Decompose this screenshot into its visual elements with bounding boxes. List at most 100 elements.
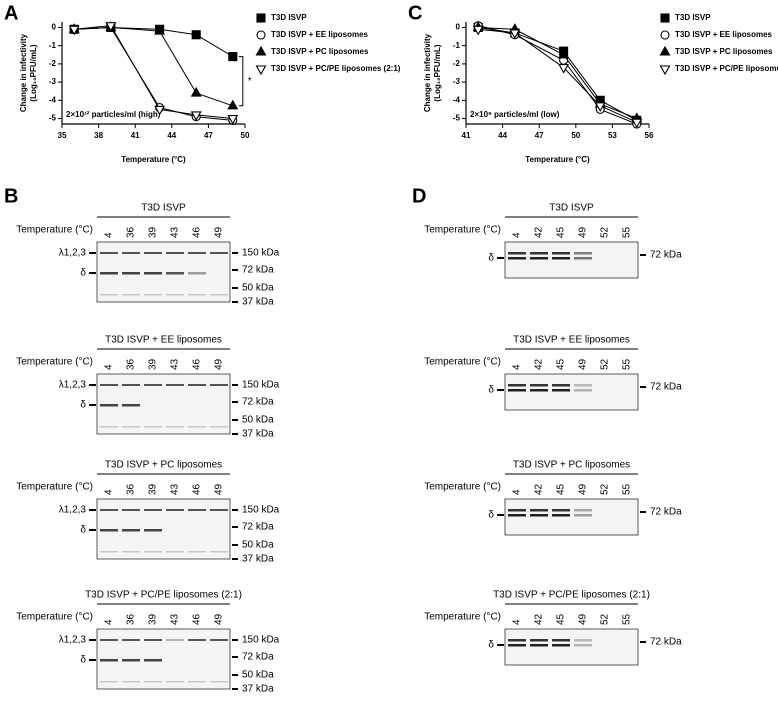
data-point [105,22,117,32]
band [210,551,228,553]
series-line [74,26,233,107]
band [530,389,548,392]
band [144,426,162,428]
lane-label: 52 [600,226,611,238]
marker-label: 72 kDa [650,637,682,648]
x-tick-label: 44 [498,131,507,140]
band [122,272,140,275]
data-point [227,99,239,110]
lane-label: 4 [512,364,523,370]
band [508,389,526,392]
blot-image [96,241,231,303]
data-point [154,105,166,116]
legend-marker [659,65,671,76]
lane-label: 46 [192,613,203,625]
legend-marker [255,45,267,56]
band [100,272,118,275]
data-point [227,114,239,125]
data-point [594,102,606,112]
data-point [190,111,202,122]
lane-label: 39 [148,226,159,238]
band [574,644,592,647]
y-tick-label: -5 [453,114,461,123]
series-line [478,26,637,120]
legend-label: T3D ISVP [675,13,711,22]
x-tick-label: 56 [645,131,654,140]
band [144,294,162,296]
band [166,681,184,683]
legend-marker [256,30,266,40]
blot-image [504,498,639,536]
band [210,384,228,386]
lane-label: 49 [214,358,225,370]
lane-label: 52 [600,613,611,625]
band [122,404,140,407]
band [508,639,526,642]
y-tick-label: -1 [453,41,461,50]
data-point [472,25,484,36]
blot-title: T3D ISVP + PC liposomes [513,460,630,471]
marker-label: 150 kDa [242,248,280,259]
blot-title: T3D ISVP [141,203,186,214]
lane-label: 46 [192,483,203,495]
legend-marker [256,13,266,23]
lane-label: 42 [534,483,545,495]
band-label: δ [80,655,86,666]
blot-image [504,373,639,411]
band [144,551,162,553]
band [508,384,526,387]
y-tick-label: 0 [52,23,57,32]
band [210,252,228,254]
band [166,294,184,296]
lane-label: 4 [512,232,523,238]
marker-label: 72 kDa [242,265,274,276]
band [188,252,206,254]
band [574,384,592,387]
band [144,639,162,641]
marker-label: 72 kDa [242,522,274,533]
blot-title: T3D ISVP [549,203,594,214]
marker-label: 72 kDa [242,652,274,663]
lane-label: 46 [192,226,203,238]
band [166,551,184,553]
lane-label: 43 [170,358,181,370]
temperature-label: Temperature (°C) [424,612,501,623]
lane-label: 55 [622,358,633,370]
band [508,644,526,647]
band-label: δ [80,525,86,536]
band [144,509,162,511]
annotation: 2×10⁹ particles/ml (low) [470,110,560,119]
x-tick-label: 41 [462,131,471,140]
lane-label: 43 [170,613,181,625]
band [530,639,548,642]
y-tick-label: -2 [49,59,57,68]
lane-label: 4 [104,619,115,625]
band [210,426,228,428]
band [122,384,140,386]
band [122,426,140,428]
band [100,529,118,532]
band [100,509,118,511]
band [552,514,570,517]
temperature-label: Temperature (°C) [16,612,93,623]
lane-label: 55 [622,613,633,625]
blot-title: T3D ISVP + EE liposomes [513,335,630,346]
lane-label: 36 [126,358,137,370]
lane-label: 4 [512,489,523,495]
band [188,294,206,296]
band [552,384,570,387]
temperature-label: Temperature (°C) [16,225,93,236]
band [100,426,118,428]
lane-label: 49 [578,358,589,370]
y-tick-label: 0 [456,23,461,32]
lane-label: 42 [534,358,545,370]
annotation: 2×10¹² particles/ml (high) [66,110,161,119]
band [574,509,592,512]
lane-label: 45 [556,226,567,238]
y-axis-label: Change in infectivity [423,33,432,112]
lane-label: 42 [534,613,545,625]
marker-label: 50 kDa [242,540,274,551]
band [144,681,162,683]
series-line [74,26,234,58]
band-label: δ [80,400,86,411]
